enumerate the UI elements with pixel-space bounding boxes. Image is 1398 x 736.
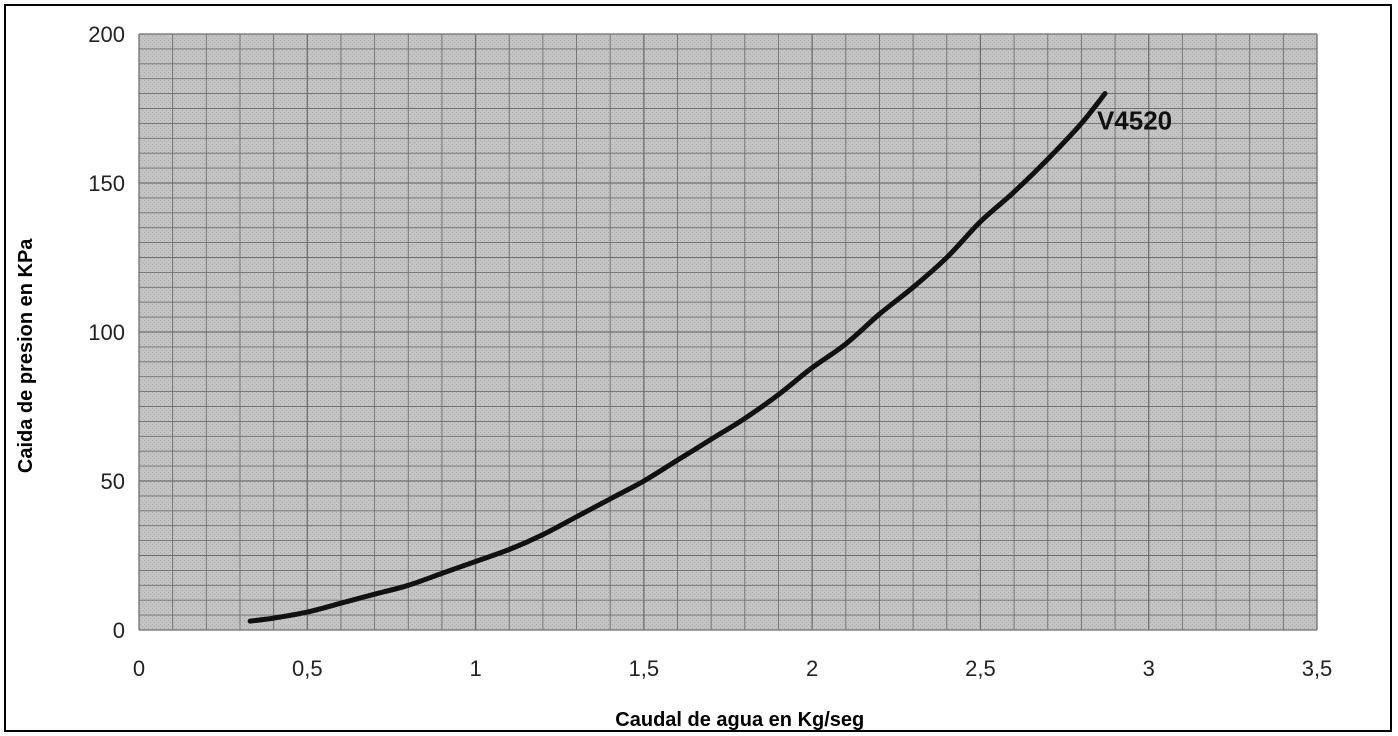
y-tick-label: 50 xyxy=(101,469,125,494)
y-axis-title: Caida de presion en KPa xyxy=(15,238,37,473)
y-tick-label: 200 xyxy=(88,22,125,47)
grid-lines xyxy=(138,33,1318,631)
y-tick-label: 0 xyxy=(113,618,125,643)
chart: 0 0,5 1 1,5 2 2,5 3 3,5 0 50 100 150 200 V4520 Cauda… xyxy=(15,22,1332,731)
chart-frame: 0 0,5 1 1,5 2 2,5 3 3,5 0 50 100 150 200 V4520 Cauda… xyxy=(4,4,1392,732)
x-tick-label: 3,5 xyxy=(1302,656,1333,681)
x-tick-label: 1 xyxy=(469,656,481,681)
y-tick-label: 100 xyxy=(88,320,125,345)
series-line-v4520 xyxy=(247,91,1108,624)
series-label-v4520: V4520 xyxy=(1097,106,1172,136)
y-tick-label: 150 xyxy=(88,171,125,196)
tick-labels: 0 0,5 1 1,5 2 2,5 3 3,5 0 50 100 150 200 xyxy=(88,22,1332,681)
x-tick-label: 3 xyxy=(1143,656,1155,681)
x-tick-label: 2,5 xyxy=(965,656,996,681)
x-tick-label: 0,5 xyxy=(292,656,323,681)
x-tick-label: 2 xyxy=(806,656,818,681)
x-tick-label: 1,5 xyxy=(629,656,660,681)
x-axis-title: Caudal de agua en Kg/seg xyxy=(615,709,864,731)
x-tick-label: 0 xyxy=(133,656,145,681)
